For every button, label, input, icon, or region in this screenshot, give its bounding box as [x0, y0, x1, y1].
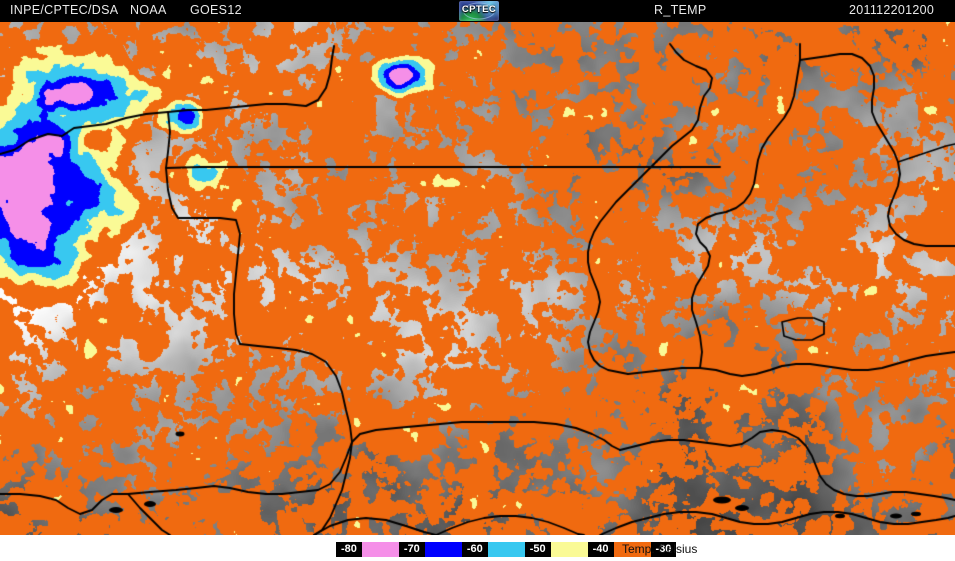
legend-swatch-orange	[613, 542, 651, 557]
satellite-image-canvas	[0, 22, 955, 535]
cptec-logo-icon: CPTEC	[459, 1, 499, 21]
legend-caption: Temp. Celsius	[622, 542, 698, 556]
temperature-legend: -80 -70 -60 -50 -40 -30 Temp. Celsius	[0, 535, 955, 561]
header-network-label: NOAA	[130, 3, 167, 17]
legend-tick-minus70: -70	[398, 542, 425, 557]
legend-swatch-blue	[424, 542, 462, 557]
legend-tick-minus50: -50	[524, 542, 551, 557]
header-datetime-label: 201112201200	[849, 3, 935, 17]
infrared-cloud-imagery	[0, 22, 955, 535]
header-product-label: R_TEMP	[654, 3, 707, 17]
legend-tick-minus40: -40	[587, 542, 614, 557]
logo-ring-decoration	[463, 2, 495, 20]
legend-swatch-yellow	[550, 542, 588, 557]
header-agency-label: INPE/CPTEC/DSA	[10, 3, 119, 17]
legend-swatch-violet	[361, 542, 399, 557]
header-platform-label: GOES12	[190, 3, 242, 17]
legend-colorbar: -80 -70 -60 -50 -40 -30	[336, 542, 677, 557]
logo-text: CPTEC	[461, 4, 497, 15]
legend-tick-minus80: -80	[336, 542, 362, 557]
legend-swatch-cyan	[487, 542, 525, 557]
header-bar: INPE/CPTEC/DSA NOAA GOES12 R_TEMP 201112…	[0, 0, 955, 22]
legend-tick-minus60: -60	[461, 542, 488, 557]
legend-tick-minus30: -30	[650, 542, 677, 557]
